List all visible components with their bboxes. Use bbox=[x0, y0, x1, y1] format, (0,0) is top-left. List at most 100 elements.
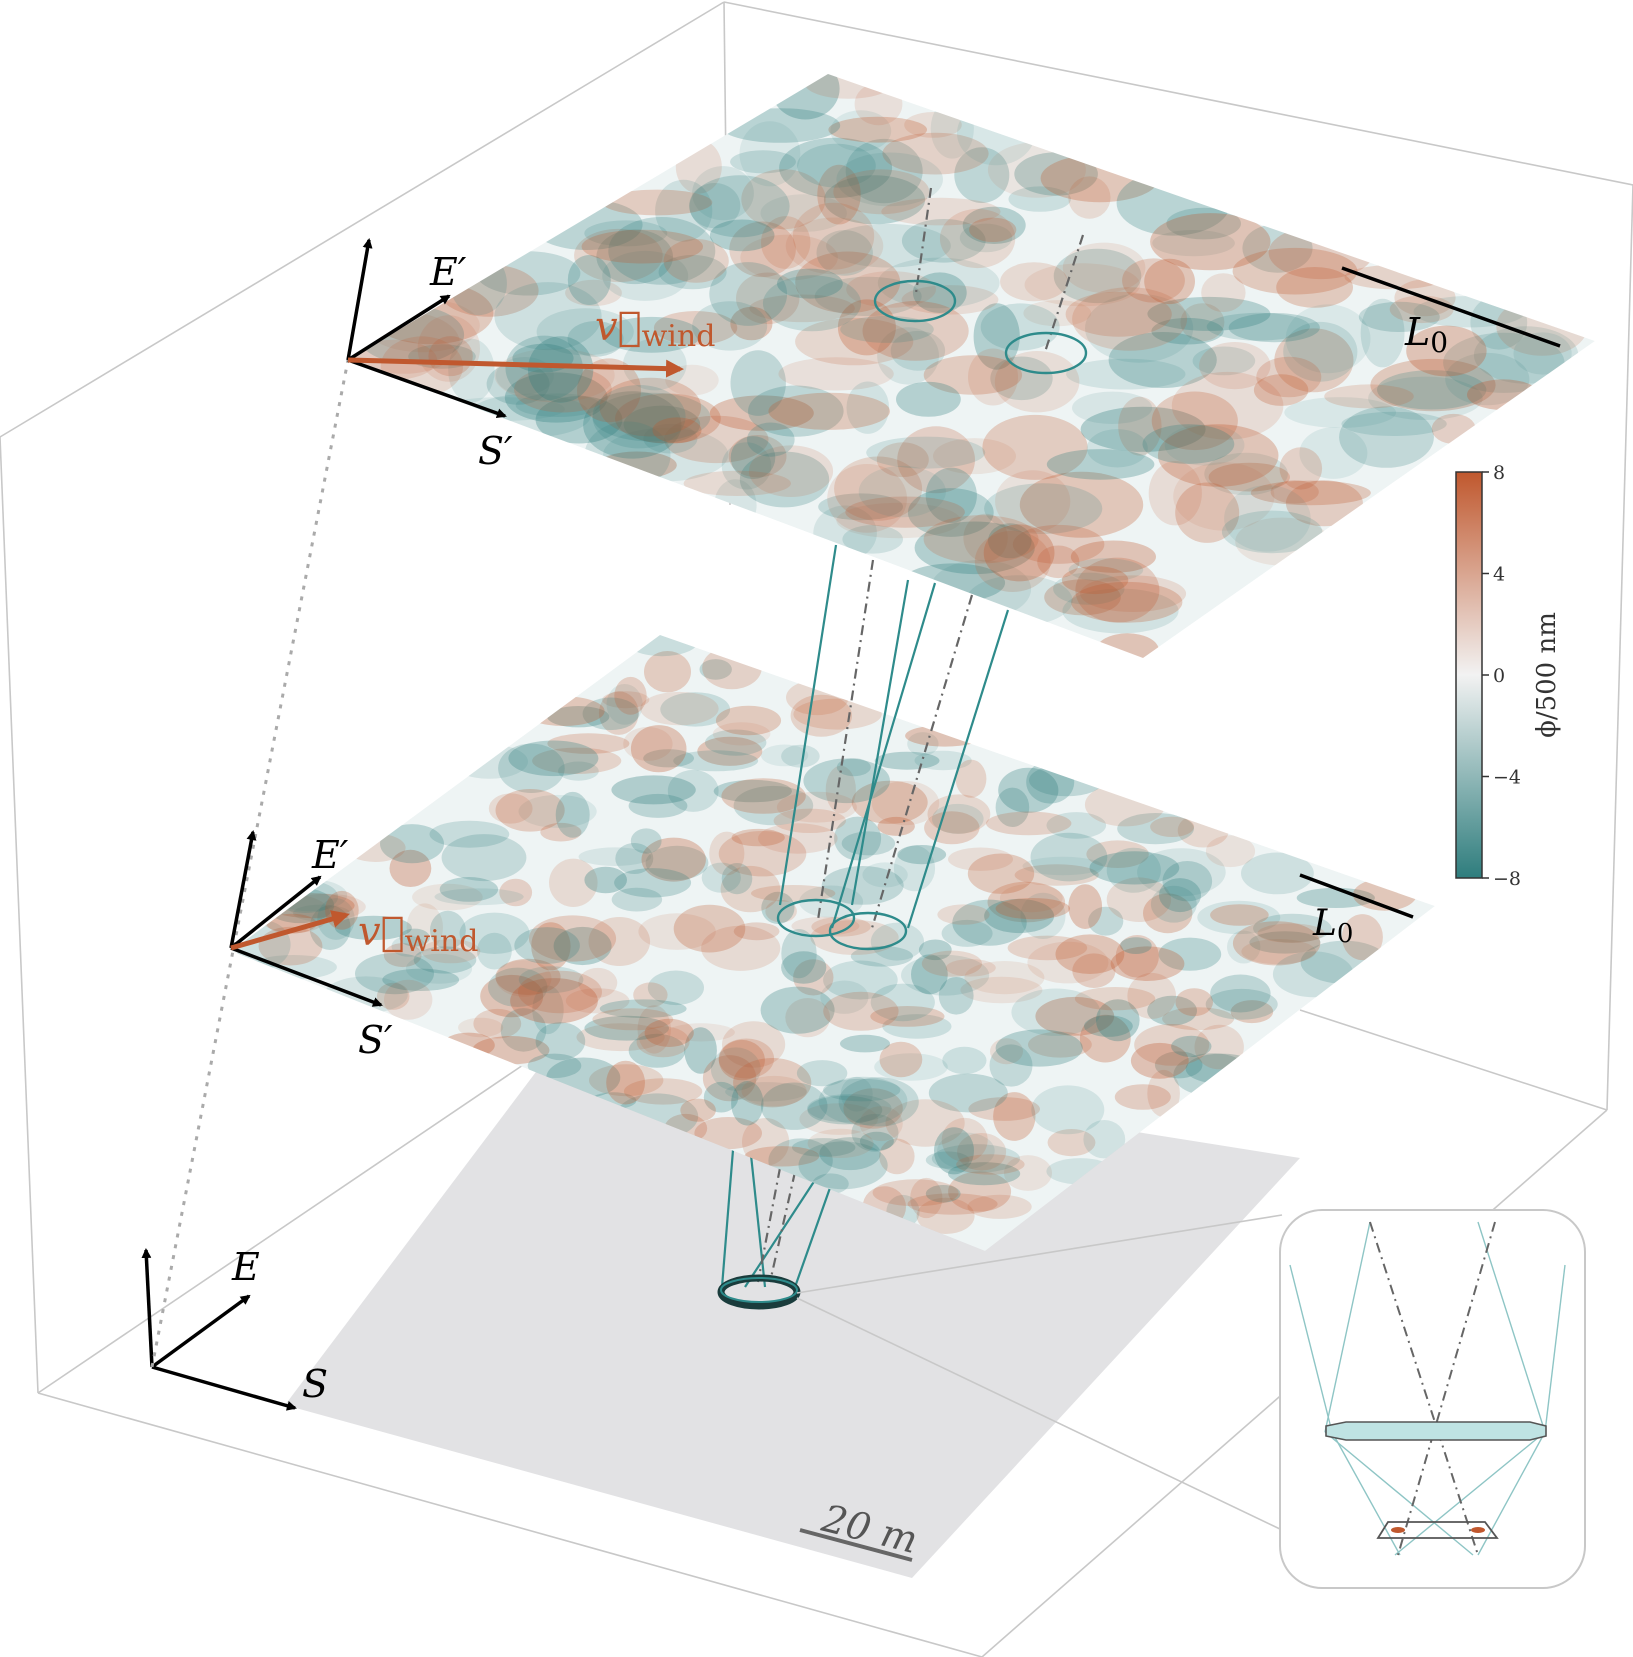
phase-patch bbox=[602, 316, 701, 353]
phase-patch bbox=[536, 308, 634, 356]
phase-patch bbox=[504, 372, 608, 423]
phase-patch bbox=[937, 1132, 995, 1170]
phase-patch bbox=[1205, 835, 1256, 868]
phase-patch bbox=[645, 845, 709, 881]
phase-patch bbox=[1473, 326, 1579, 384]
phase-patch bbox=[905, 725, 985, 747]
phase-patch bbox=[1285, 480, 1363, 527]
phase-patch bbox=[914, 521, 1035, 575]
phase-patch bbox=[486, 363, 550, 405]
phase-patch bbox=[968, 348, 1018, 406]
phase-patch bbox=[907, 732, 939, 756]
phase-patch bbox=[584, 1015, 669, 1041]
phase-patch bbox=[1151, 391, 1238, 451]
phase-patch bbox=[993, 1092, 1036, 1141]
phase-patch bbox=[843, 1088, 903, 1129]
phase-patch bbox=[514, 927, 580, 964]
phase-patch bbox=[730, 350, 786, 416]
phase-patch bbox=[638, 913, 716, 950]
phase-patch bbox=[611, 775, 696, 805]
phase-patch bbox=[749, 294, 855, 323]
phase-patch bbox=[988, 523, 1032, 559]
phase-patch bbox=[1117, 813, 1194, 845]
phase-patch bbox=[740, 234, 838, 281]
upper-wind-label: v⃗wind bbox=[595, 304, 715, 354]
phase-patch bbox=[885, 1099, 965, 1147]
phase-patch bbox=[882, 1014, 952, 1039]
phase-patch bbox=[1106, 847, 1161, 893]
phase-patch bbox=[807, 1128, 874, 1158]
phase-patch bbox=[823, 960, 898, 1000]
phase-patch bbox=[1008, 186, 1071, 212]
phase-patch bbox=[703, 1081, 739, 1113]
upper-wind-arrow bbox=[347, 357, 684, 378]
phase-patch bbox=[699, 659, 732, 680]
ground-south-label: S bbox=[302, 1362, 328, 1406]
phase-patch bbox=[826, 223, 951, 268]
phase-patch bbox=[818, 1076, 908, 1126]
phase-patch bbox=[733, 1058, 812, 1108]
phase-patch bbox=[1044, 579, 1121, 616]
phase-patch bbox=[731, 1081, 764, 1126]
phase-patch bbox=[628, 1033, 686, 1068]
phase-patch bbox=[652, 417, 702, 444]
colorbar-tick-label: 0 bbox=[1493, 665, 1505, 687]
phase-patch bbox=[1147, 995, 1197, 1026]
phase-patch bbox=[697, 736, 763, 766]
phase-patch bbox=[967, 1194, 1032, 1219]
phase-patch bbox=[842, 525, 903, 554]
phase-patch bbox=[942, 1046, 987, 1075]
phase-patch bbox=[877, 327, 939, 385]
phase-patch bbox=[931, 1144, 1021, 1173]
phase-patch bbox=[1115, 935, 1159, 978]
phase-patch bbox=[1210, 974, 1271, 1013]
phase-patch bbox=[990, 1038, 1023, 1065]
phase-patch bbox=[989, 1044, 1033, 1087]
phase-patch bbox=[1180, 303, 1225, 342]
phase-patch bbox=[1024, 263, 1141, 307]
phase-patch bbox=[877, 257, 1000, 309]
phase-patch bbox=[1270, 480, 1319, 504]
phase-patch bbox=[1377, 370, 1487, 410]
phase-patch bbox=[1341, 411, 1447, 436]
phase-patch bbox=[777, 268, 843, 299]
phase-patch bbox=[1071, 581, 1183, 623]
phase-patch bbox=[540, 822, 582, 842]
phase-patch bbox=[692, 301, 768, 351]
phase-patch bbox=[1208, 462, 1291, 492]
phase-patch bbox=[1088, 906, 1124, 936]
phase-patch bbox=[680, 1098, 716, 1122]
phase-patch bbox=[904, 112, 962, 138]
phase-patch bbox=[641, 837, 706, 882]
phase-patch bbox=[893, 845, 936, 892]
lower-axes bbox=[229, 830, 383, 1007]
phase-patch bbox=[739, 451, 830, 508]
phase-patch bbox=[384, 979, 433, 1020]
phase-patch bbox=[838, 1077, 919, 1127]
phase-patch bbox=[901, 285, 999, 315]
phase-patch bbox=[558, 761, 599, 781]
phase-patch bbox=[584, 866, 627, 894]
phase-patch bbox=[820, 980, 869, 1014]
phase-patch bbox=[793, 959, 834, 996]
phase-patch bbox=[448, 338, 495, 403]
inset-lens bbox=[1325, 1421, 1547, 1441]
phase-patch bbox=[599, 999, 687, 1018]
phase-patch bbox=[334, 915, 412, 941]
phase-patch bbox=[565, 279, 622, 307]
phase-patch bbox=[577, 358, 641, 423]
phase-patch bbox=[845, 496, 965, 528]
phase-patch bbox=[937, 904, 990, 925]
phase-patch bbox=[702, 646, 762, 690]
phase-patch bbox=[1192, 346, 1256, 376]
inset-spot-1 bbox=[1391, 1527, 1405, 1533]
phase-patch bbox=[882, 132, 989, 175]
phase-patch bbox=[615, 393, 721, 444]
phase-patch bbox=[877, 816, 915, 836]
phase-patch bbox=[790, 694, 852, 737]
phase-patch bbox=[761, 891, 795, 925]
phase-patch bbox=[1055, 934, 1125, 974]
phase-patch bbox=[1166, 207, 1241, 240]
phase-patch bbox=[1283, 321, 1358, 382]
phase-patch bbox=[966, 575, 1073, 626]
